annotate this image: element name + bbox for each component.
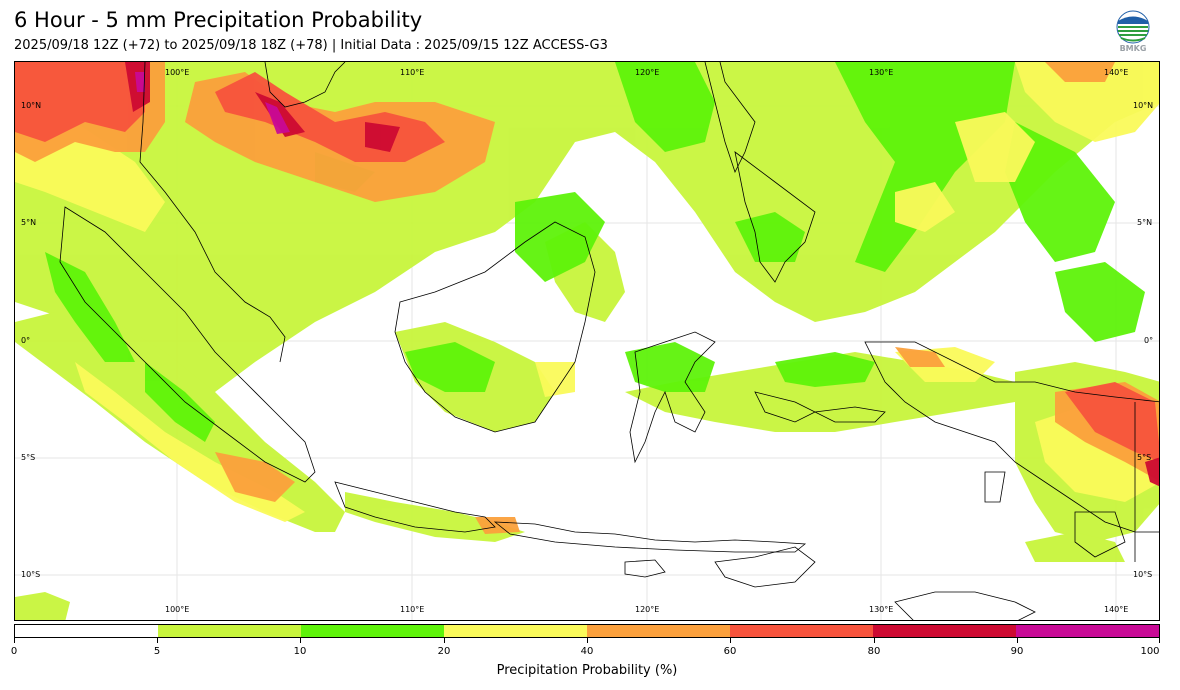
lon-label-top: 130°E: [869, 68, 894, 77]
lon-label-top: 110°E: [400, 68, 425, 77]
colorbar-tick-label: 90: [1010, 646, 1024, 657]
colorbar-tick-label: 10: [293, 646, 307, 657]
lon-label-bottom: 110°E: [400, 605, 425, 614]
colorbar-tick-label: 0: [10, 646, 18, 657]
colorbar-segment: [158, 625, 301, 637]
lon-label-bottom: 140°E: [1104, 605, 1129, 614]
lat-label-left: 10°N: [21, 101, 42, 110]
bmkg-logo-text: BMKG: [1119, 44, 1147, 53]
lat-label-left: 5°S: [21, 453, 36, 462]
colorbar: [14, 624, 1160, 638]
lat-label-left: 0°: [21, 336, 31, 345]
colorbar-segment: [1016, 625, 1159, 637]
map-subtitle: 2025/09/18 12Z (+72) to 2025/09/18 18Z (…: [14, 38, 608, 53]
lon-label-top: 100°E: [165, 68, 190, 77]
colorbar-tick-label: 40: [580, 646, 594, 657]
lon-label-top: 140°E: [1104, 68, 1129, 77]
lat-label-right: 5°S: [1137, 453, 1152, 462]
colorbar-tick: [874, 638, 875, 643]
lat-label-left: 5°N: [21, 218, 37, 227]
lon-label-bottom: 120°E: [635, 605, 660, 614]
colorbar-segment: [873, 625, 1016, 637]
lat-label-right: 0°: [1144, 336, 1154, 345]
colorbar-segment: [730, 625, 873, 637]
lat-label-left: 10°S: [21, 570, 41, 579]
colorbar-segment: [301, 625, 444, 637]
colorbar-tick-label: 80: [867, 646, 881, 657]
colorbar-tick-label: 100: [1140, 646, 1160, 657]
lat-label-right: 10°N: [1133, 101, 1154, 110]
colorbar-tick: [1017, 638, 1018, 643]
coastlines: [59, 62, 1159, 620]
colorbar-tick-label: 5: [153, 646, 161, 657]
lon-label-bottom: 130°E: [869, 605, 894, 614]
lon-label-top: 120°E: [635, 68, 660, 77]
bmkg-logo-icon: [1116, 10, 1150, 44]
colorbar-title: Precipitation Probability (%): [496, 663, 678, 678]
map-title: 6 Hour - 5 mm Precipitation Probability: [14, 8, 423, 32]
colorbar-segment: [444, 625, 587, 637]
colorbar-tick-label: 20: [437, 646, 451, 657]
colorbar-tick: [730, 638, 731, 643]
lat-label-right: 5°N: [1137, 218, 1153, 227]
colorbar-segment: [15, 625, 158, 637]
colorbar-tick: [587, 638, 588, 643]
lon-label-bottom: 100°E: [165, 605, 190, 614]
colorbar-tick: [444, 638, 445, 643]
colorbar-tick: [300, 638, 301, 643]
colorbar-tick-label: 60: [723, 646, 737, 657]
colorbar-tick: [1159, 638, 1160, 643]
bmkg-logo: BMKG: [1113, 10, 1153, 56]
colorbar-tick: [14, 638, 15, 643]
colorbar-tick: [157, 638, 158, 643]
precipitation-map: 100°E 110°E 120°E 130°E 140°E 100°E 110°…: [14, 61, 1160, 621]
precip-field-10-20: [45, 62, 1145, 442]
map-canvas: [15, 62, 1159, 620]
lat-label-right: 10°S: [1133, 570, 1153, 579]
colorbar-segment: [587, 625, 730, 637]
precip-field-90-100: [135, 72, 290, 134]
